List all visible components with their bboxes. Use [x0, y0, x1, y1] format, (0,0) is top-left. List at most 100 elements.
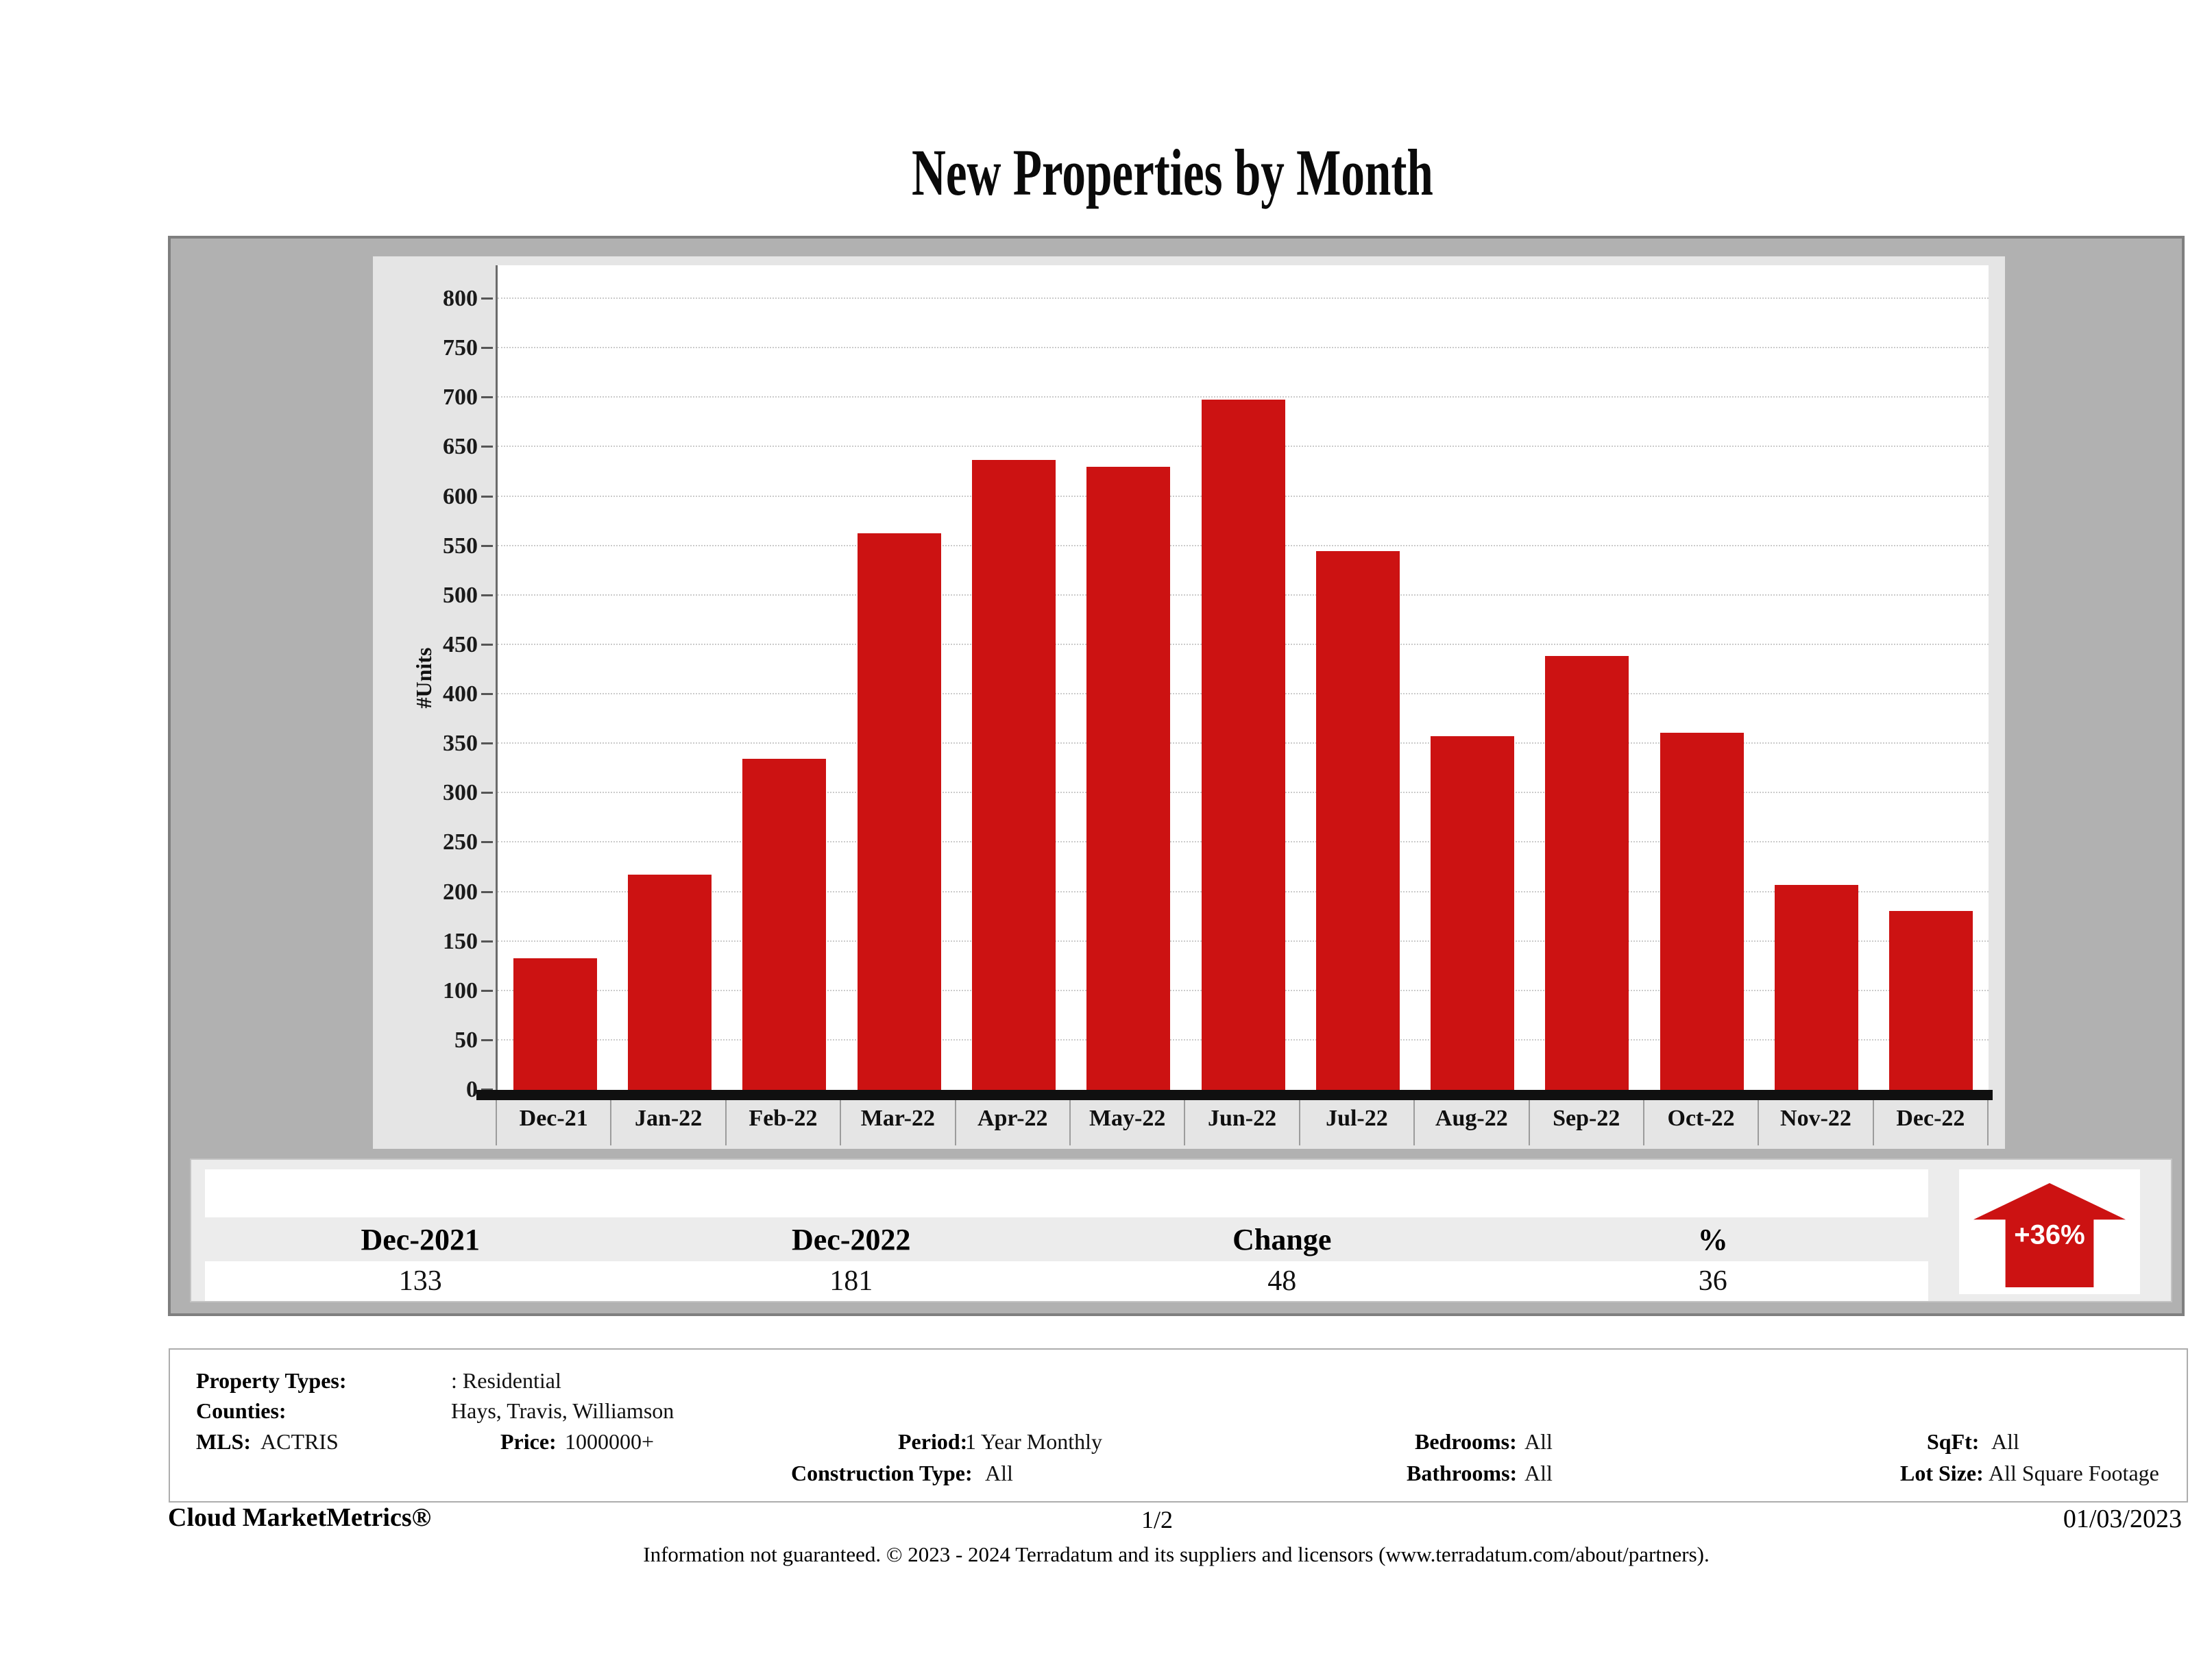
y-tick-mark — [481, 1038, 493, 1041]
summary-table-header-row: Dec-2021 Dec-2022 Change % — [205, 1217, 1928, 1261]
bar-cell — [1530, 656, 1644, 1090]
chart-container: 0 50 100 150 200 250 300 350 400 450 500 550 600 650 7… — [168, 236, 2185, 1316]
y-tick-mark — [481, 1089, 493, 1091]
y-tick-label: 50 — [454, 1027, 478, 1053]
summary-table: Dec-2021 Dec-2022 Change % 133 181 48 36… — [190, 1158, 2172, 1302]
bar-cell — [498, 958, 612, 1090]
mls-value: ACTRIS — [260, 1429, 339, 1454]
y-tick-mark — [481, 792, 493, 794]
bar-cell — [1186, 400, 1300, 1090]
y-tick-label: 150 — [443, 928, 478, 954]
y-tick-mark — [481, 446, 493, 448]
bathrooms-label: Bathrooms: — [1407, 1461, 1518, 1485]
period-label: Period: — [898, 1429, 968, 1454]
bar-Sep-22 — [1545, 656, 1629, 1090]
y-tick-label: 700 — [443, 385, 478, 411]
bar-Jun-22 — [1201, 400, 1285, 1090]
x-axis-label: Oct-22 — [1644, 1100, 1760, 1145]
bar-Jan-22 — [627, 875, 712, 1090]
bar-Nov-22 — [1775, 885, 1859, 1090]
price-value: 1000000+ — [565, 1429, 655, 1454]
sqft-value: All — [1991, 1429, 2019, 1454]
disclaimer-text: Information not guaranteed. © 2023 - 202… — [643, 1542, 1710, 1566]
plot-area-wrap: 0 50 100 150 200 250 300 350 400 450 500 550 600 650 7… — [411, 265, 1993, 1102]
construction-type-label: Construction Type: — [791, 1461, 973, 1485]
bar-Feb-22 — [742, 759, 827, 1090]
y-tick-label: 650 — [443, 434, 478, 460]
y-tick-label: 800 — [443, 286, 478, 311]
y-tick-label: 750 — [443, 335, 478, 361]
x-axis-label: Jan-22 — [611, 1100, 727, 1145]
bar-Mar-22 — [857, 533, 941, 1090]
x-axis-label: Sep-22 — [1530, 1100, 1644, 1145]
gridline — [498, 347, 1989, 349]
summary-value-cell: 36 — [1698, 1265, 1727, 1297]
lot-size-label: Lot Size: — [1900, 1461, 1984, 1485]
summary-header-cell: Dec-2022 — [792, 1222, 911, 1256]
y-tick-mark — [481, 594, 493, 596]
bar-Dec-22 — [1889, 911, 1973, 1090]
y-tick-label: 300 — [443, 780, 478, 806]
summary-table-empty-row — [205, 1169, 1928, 1217]
x-axis-label: Dec-22 — [1874, 1100, 1989, 1145]
x-axis-label: Feb-22 — [727, 1100, 842, 1145]
y-tick-mark — [481, 841, 493, 844]
property-types-value: : Residential — [451, 1368, 561, 1393]
summary-table-value-row: 133 181 48 36 — [205, 1261, 1928, 1301]
summary-header-cell: Change — [1232, 1222, 1332, 1256]
bar-cell — [1415, 736, 1530, 1090]
mls-label: MLS: — [196, 1429, 251, 1454]
x-axis-label: Dec-21 — [496, 1100, 612, 1145]
price-label: Price: — [500, 1429, 557, 1454]
summary-value-cell: 181 — [829, 1265, 873, 1297]
x-axis-label: Apr-22 — [956, 1100, 1071, 1145]
bedrooms-label: Bedrooms: — [1415, 1429, 1517, 1454]
bar-cell — [727, 759, 842, 1090]
y-tick-mark — [481, 742, 493, 745]
y-axis-title: #Units — [411, 647, 436, 708]
summary-value-cell: 133 — [398, 1265, 442, 1297]
bar-cell — [1874, 911, 1989, 1090]
bar-Jul-22 — [1315, 551, 1400, 1090]
period-value: 1 Year Monthly — [965, 1429, 1103, 1454]
property-types-label: Property Types: — [196, 1368, 347, 1393]
bar-cell — [1759, 885, 1873, 1090]
bar-Aug-22 — [1431, 736, 1515, 1090]
y-tick-mark — [481, 297, 493, 300]
counties-value: Hays, Travis, Williamson — [451, 1398, 674, 1423]
change-percent-label: +36% — [2014, 1219, 2085, 1250]
gridline — [498, 297, 1989, 299]
construction-type-value: All — [985, 1461, 1013, 1485]
y-tick-label: 600 — [443, 483, 478, 509]
page-title: New Properties by Month — [911, 136, 1433, 209]
y-tick-label: 450 — [443, 631, 478, 657]
x-axis-label: May-22 — [1071, 1100, 1186, 1145]
bar-cell — [1300, 551, 1415, 1090]
y-tick-mark — [481, 544, 493, 547]
x-axis-label: Jun-22 — [1185, 1100, 1300, 1145]
summary-header-cell: % — [1697, 1222, 1728, 1256]
y-tick-mark — [481, 890, 493, 893]
bar-Apr-22 — [971, 460, 1056, 1090]
y-tick-label: 500 — [443, 582, 478, 608]
bar-Dec-21 — [513, 958, 597, 1090]
summary-value-cell: 48 — [1267, 1265, 1297, 1297]
filters-panel: Property Types: : Residential Counties: … — [169, 1348, 2188, 1503]
y-tick-label: 100 — [443, 977, 478, 1004]
bar-cell — [612, 875, 727, 1090]
lot-size-value: All Square Footage — [1989, 1461, 2159, 1485]
y-tick-mark — [481, 347, 493, 350]
report-date: 01/03/2023 — [2063, 1505, 2182, 1533]
chart-panel: 0 50 100 150 200 250 300 350 400 450 500 550 600 650 7… — [373, 256, 2005, 1149]
summary-table-rows: Dec-2021 Dec-2022 Change % 133 181 48 36 — [205, 1169, 1928, 1301]
x-axis-label: Aug-22 — [1415, 1100, 1530, 1145]
x-axis-baseline — [476, 1090, 1993, 1100]
bar-May-22 — [1086, 467, 1171, 1090]
bar-series — [498, 265, 1989, 1090]
bar-cell — [956, 460, 1071, 1090]
bar-cell — [1644, 733, 1759, 1090]
y-tick-mark — [481, 989, 493, 992]
counties-label: Counties: — [196, 1398, 287, 1423]
y-tick-label: 0 — [466, 1077, 478, 1102]
page-number: 1/2 — [1141, 1506, 1173, 1533]
